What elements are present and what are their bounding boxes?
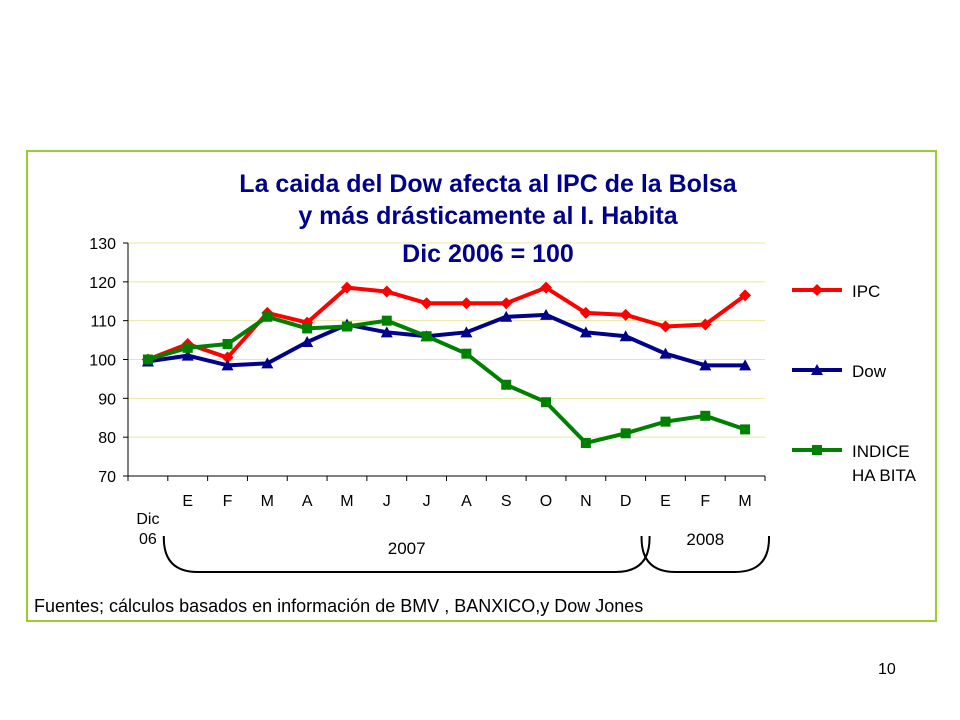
x-tick-label: N [580,493,592,510]
data-point [380,326,393,338]
data-point [811,284,823,296]
x-tick-label: M [738,493,751,510]
data-point [541,397,552,408]
x-tick-label: J [423,493,431,510]
x-tick-label: Dic [136,511,159,528]
data-point [700,410,711,421]
data-point [500,297,513,310]
data-point [341,321,352,332]
data-point [580,437,591,448]
chart-title-line-2: y más drásticamente al I. Habita [298,202,678,230]
legend-label: INDICE [852,442,910,461]
x-tick-label: D [620,493,632,510]
legend: IPC Dow INDICE HA BITA [792,282,917,485]
data-point [540,308,553,320]
x-tick-label: F [223,493,233,510]
x-tick-label: A [461,493,472,510]
x-tick-label: 06 [139,531,157,548]
data-point [579,326,592,338]
legend-label: Dow [852,362,887,381]
data-point [221,359,234,371]
data-point [619,330,632,342]
data-point [811,364,823,375]
x-tick-label: E [660,493,671,510]
data-point [181,349,194,361]
data-point [142,354,153,365]
data-point [301,336,314,348]
y-tick-labels: 70 80 90 100 110 120 130 [89,236,116,486]
year-bracket [640,536,770,573]
grid-lines [128,242,765,438]
y-tick-label: 80 [98,430,116,447]
legend-label: HA BITA [852,466,917,485]
x-tick-label: J [383,493,391,510]
chart-title-line-3: Dic 2006 = 100 [402,240,574,268]
series-lines [141,281,752,448]
data-point [660,416,671,427]
source-note: Fuentes; cálculos basados en información… [34,596,643,616]
page-number: 10 [878,661,896,678]
x-tick-label: A [302,493,313,510]
year-label: 2008 [686,530,724,549]
data-point [461,348,472,359]
axes [123,242,766,481]
data-point [222,338,233,349]
data-point [460,297,473,310]
series-line [147,314,746,445]
data-point [619,308,632,321]
y-tick-label: 100 [89,353,116,370]
year-label: 2007 [388,539,426,558]
data-point [460,326,473,338]
data-point [812,445,822,455]
data-point [262,311,273,322]
x-tick-labels: Dic 06 E F M A M J J A S O N D E F M [136,493,751,548]
x-tick-label: F [700,493,710,510]
data-point [420,297,433,310]
y-tick-label: 120 [89,275,116,292]
year-bracket [162,536,651,573]
x-tick-label: E [182,493,193,510]
data-point [579,306,592,319]
data-point [302,323,313,334]
data-point [659,320,672,333]
data-point [620,428,631,439]
x-tick-label: S [501,493,512,510]
y-tick-label: 90 [98,391,116,408]
data-point [501,379,512,390]
data-point [739,289,752,302]
x-tick-label: O [540,493,552,510]
data-point [380,285,393,298]
series-line [147,312,746,368]
data-point [261,357,274,369]
x-tick-label: M [261,493,274,510]
data-point [699,318,712,331]
data-point [739,359,752,371]
x-tick-label: M [340,493,353,510]
data-point [500,310,513,322]
data-point [659,347,672,359]
legend-label: IPC [852,282,880,301]
data-point [221,351,234,364]
y-tick-label: 130 [89,236,116,253]
chart-frame [26,150,937,622]
year-brackets: 2007 2008 [162,530,770,573]
data-point [421,331,432,342]
data-point [182,342,193,353]
data-point [540,281,553,294]
data-point [381,315,392,326]
data-point [740,424,751,435]
y-tick-label: 70 [98,469,116,486]
data-point [699,359,712,371]
chart-title-line-1: La caida del Dow afecta al IPC de la Bol… [239,170,737,198]
y-tick-label: 110 [90,314,116,331]
data-point [340,281,353,294]
series-line [147,285,747,362]
